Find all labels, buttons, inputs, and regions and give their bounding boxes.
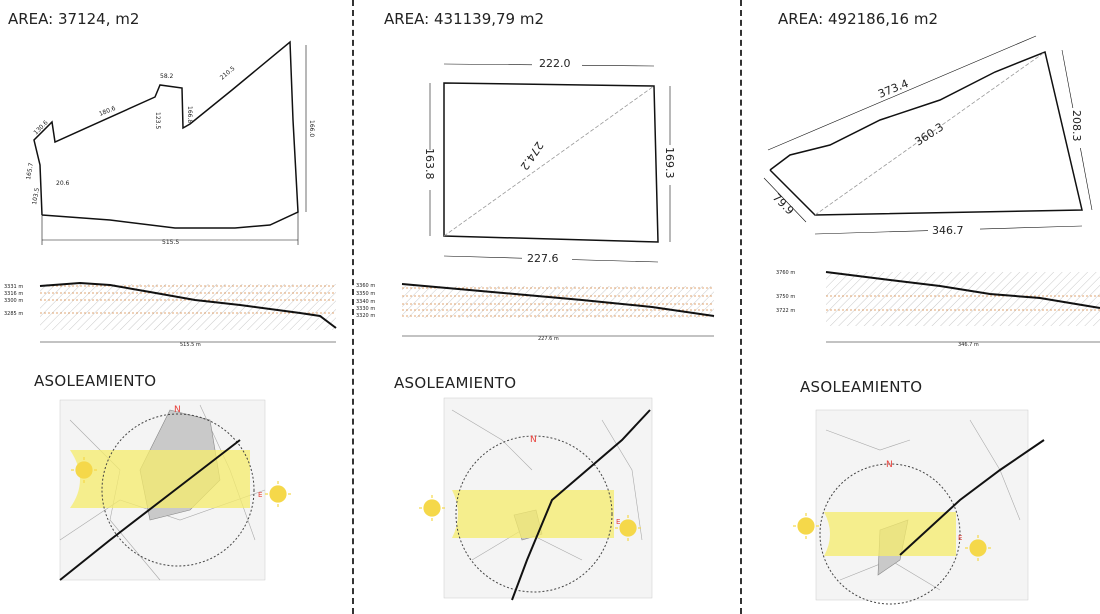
level-label: 3320 m (356, 313, 375, 319)
panel-divider (352, 0, 354, 614)
north-label: N (886, 460, 893, 470)
dim-label: 58.2 (160, 73, 174, 80)
dim-label: 360.3 (913, 120, 946, 148)
level-label: 3340 m (356, 299, 375, 305)
sun-icon (419, 495, 445, 521)
dim-label: 274.2 (517, 139, 545, 172)
site-plan (429, 63, 671, 263)
section-title: ASOLEAMIENTO (394, 374, 517, 392)
profile-length-label: 346.7 m (958, 342, 979, 348)
panel-terrain-2: AREA: 431139,79 m2 222.0 163.8 169.3 274… (352, 0, 740, 614)
east-label: E (258, 491, 262, 499)
east-label: E (958, 534, 962, 542)
level-label: 3285 m (4, 311, 23, 317)
level-label: 3330 m (356, 306, 375, 312)
area-label: AREA: 37124, m2 (8, 10, 140, 28)
level-label: 3760 m (776, 270, 795, 276)
level-label: 3360 m (356, 283, 375, 289)
dim-label: 227.6 (527, 252, 559, 265)
sun-icon (615, 515, 641, 541)
dim-label: 166.8 (186, 106, 193, 123)
sun-path-diagram (59, 399, 266, 581)
profile-length-label: 227.6 m (538, 336, 559, 342)
level-label: 3300 m (4, 298, 23, 304)
panel-divider (740, 0, 742, 614)
level-label: 3331 m (4, 284, 23, 290)
level-label: 3722 m (776, 308, 795, 314)
north-label: N (530, 435, 537, 445)
sun-icon (965, 535, 991, 561)
site-drawings-3: 373.4 360.3 208.3 79.9 346.7 3760 m 3750… (763, 35, 1100, 605)
dim-label: 20.6 (56, 180, 70, 187)
profile-length-label: 515.5 m (180, 342, 201, 348)
dim-label: 210.5 (219, 65, 237, 82)
level-label: 3350 m (356, 291, 375, 297)
north-label: N (174, 405, 181, 415)
sun-icon (793, 513, 819, 539)
dim-label: 373.4 (876, 77, 910, 101)
terrain-profile (825, 271, 1100, 343)
sun-path-diagram (815, 409, 1045, 605)
site-plan (33, 40, 307, 245)
dim-label: 79.9 (770, 191, 797, 218)
sun-icon (71, 457, 97, 483)
section-title: ASOLEAMIENTO (34, 372, 157, 390)
dim-label: 123.5 (154, 112, 161, 129)
level-label: 3316 m (4, 291, 23, 297)
area-label: AREA: 492186,16 m2 (778, 10, 939, 28)
dim-label: 346.7 (932, 224, 964, 237)
east-label: E (616, 518, 620, 526)
sun-icon (265, 481, 291, 507)
dim-label: 163.8 (423, 148, 436, 180)
site-drawings-1: 515.5 180.6 130.6 165.7 20.6 103.5 58.2 … (4, 40, 337, 581)
dim-label: 165.7 (25, 162, 35, 180)
level-label: 3750 m (776, 294, 795, 300)
site-drawings-2: 222.0 163.8 169.3 274.2 227.6 3360 m 335… (356, 57, 715, 601)
dim-label: 208.3 (1070, 110, 1083, 142)
dim-label: 169.3 (663, 147, 676, 179)
panel-terrain-1: AREA: 37124, m2 515.5 180.6 130.6 165.7 … (0, 0, 352, 614)
dim-label: 222.0 (539, 57, 571, 70)
section-title: ASOLEAMIENTO (800, 378, 923, 396)
dim-label: 103.5 (31, 187, 41, 205)
area-label: AREA: 431139,79 m2 (384, 10, 545, 28)
terrain-profile (39, 281, 337, 343)
dim-label: 166.0 (308, 120, 315, 137)
dim-label: 515.5 (162, 239, 179, 246)
panel-terrain-3: AREA: 492186,16 m2 373.4 360.3 208.3 79.… (740, 0, 1100, 614)
terrain-profile (401, 283, 715, 337)
sun-path-diagram (443, 397, 653, 601)
